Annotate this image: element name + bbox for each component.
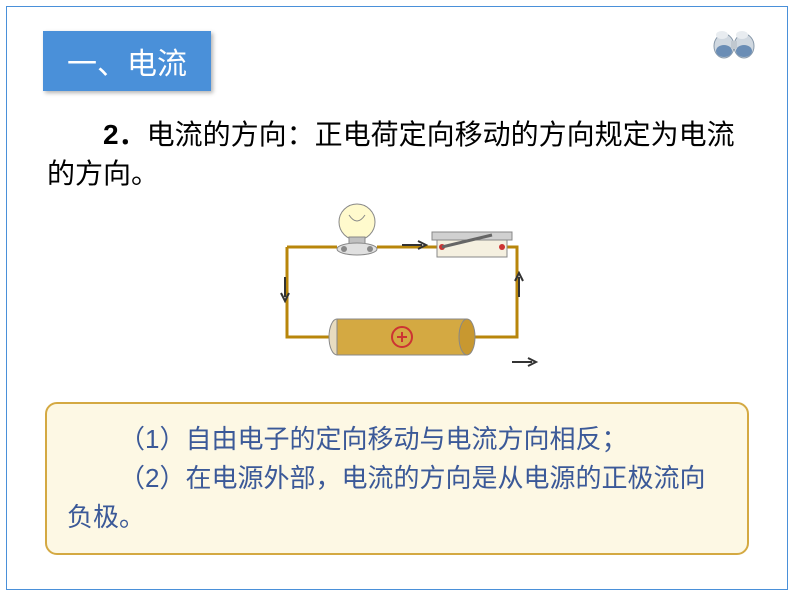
slide-content: 一、电流 2．电流的方向：正电荷定向移动的方向规定为电流的方向。 — [7, 7, 787, 589]
circuit-diagram — [237, 197, 577, 387]
note-item-2: （2）在电源外部，电流的方向是从电源的正极流向负极。 — [67, 459, 727, 537]
item-number: 2． — [103, 119, 147, 150]
item-content: 电流的方向：正电荷定向移动的方向规定为电流的方向。 — [47, 119, 735, 189]
body-text: 2．电流的方向：正电荷定向移动的方向规定为电流的方向。 — [47, 115, 747, 193]
note-item-1: （1）自由电子的定向移动与电流方向相反； — [67, 420, 727, 459]
notes-box: （1）自由电子的定向移动与电流方向相反； （2）在电源外部，电流的方向是从电源的… — [45, 402, 749, 555]
binoculars-icon — [709, 21, 759, 71]
section-title: 一、电流 — [43, 31, 211, 91]
